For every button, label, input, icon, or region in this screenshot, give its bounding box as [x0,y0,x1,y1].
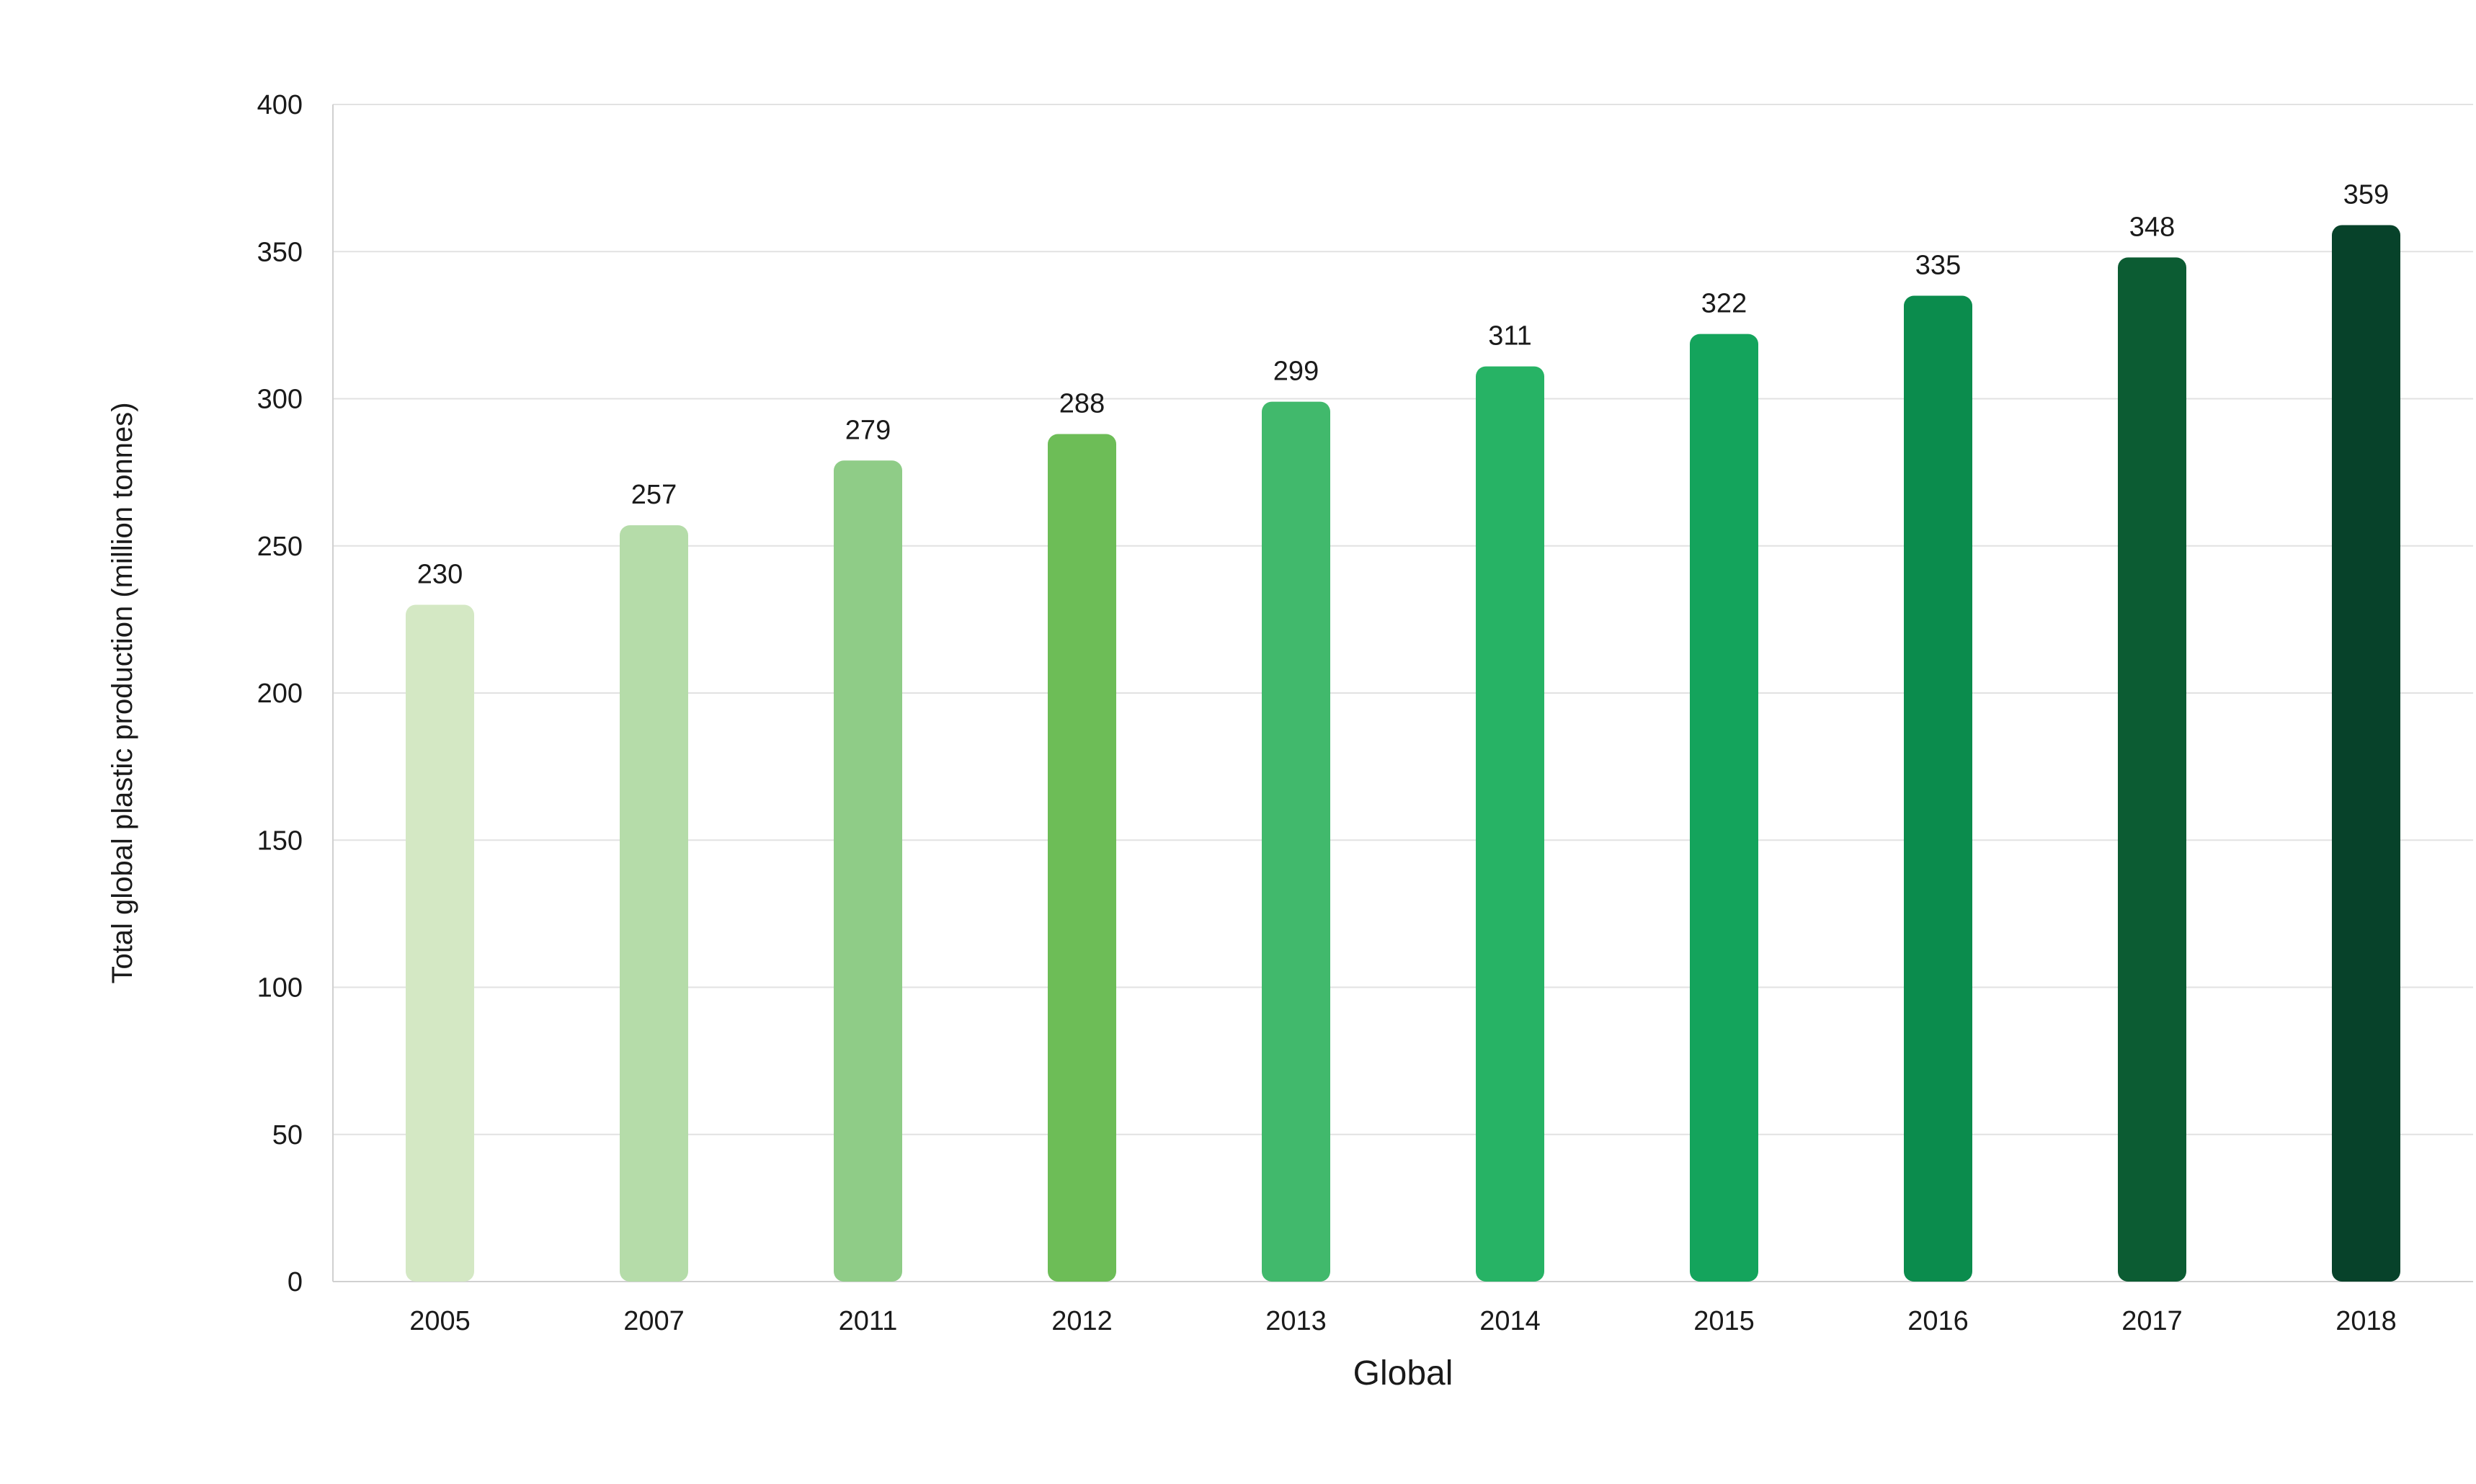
x-tick-label-2011: 2011 [839,1306,898,1336]
y-tick-label: 50 [272,1120,303,1150]
x-tick-labels: 2005 2007 2011 2012 2013 2014 2015 2016 2017 2018 [409,1306,2397,1336]
y-tick-label: 400 [257,90,303,120]
data-label-2015: 322 [1701,289,1747,319]
bar-2011 [834,460,902,1282]
x-axis-title: Global [1353,1354,1453,1393]
data-label-2011: 279 [845,415,891,445]
data-label-2014: 311 [1488,321,1532,352]
bar-2016 [1904,295,1972,1282]
data-label-2016: 335 [1915,251,1961,281]
x-tick-label-2014: 2014 [1479,1306,1541,1336]
x-tick-label-2013: 2013 [1265,1306,1327,1336]
bars [406,225,2400,1282]
bar-2013 [1262,401,1330,1282]
bar-2017 [2118,257,2186,1282]
y-tick-label: 350 [257,237,303,267]
data-label-2007: 257 [631,480,677,510]
y-tick-label: 200 [257,679,303,709]
data-label-2012: 288 [1059,389,1105,419]
y-tick-label: 100 [257,973,303,1004]
data-labels: 230 257 279 288 299 311 322 335 348 359 [417,179,2389,589]
x-tick-label-2015: 2015 [1693,1306,1755,1336]
data-label-2018: 359 [2343,179,2389,210]
x-tick-label-2016: 2016 [1907,1306,1969,1336]
data-label-2013: 299 [1273,357,1319,387]
bar-2012 [1048,434,1116,1282]
y-tick-label: 300 [257,385,303,415]
bar-2014 [1476,366,1544,1282]
gridlines [333,104,2473,1135]
bar-2005 [406,604,474,1282]
data-label-2005: 230 [417,559,463,589]
y-tick-label: 0 [288,1267,303,1297]
y-tick-labels: 0 50 100 150 200 250 300 350 400 [257,90,303,1297]
bar-2018 [2332,225,2400,1282]
x-tick-label-2018: 2018 [2335,1306,2397,1336]
x-tick-label-2007: 2007 [623,1306,685,1336]
bar-2007 [620,525,688,1282]
x-tick-label-2017: 2017 [2121,1306,2183,1336]
x-tick-label-2012: 2012 [1051,1306,1113,1336]
x-tick-label-2005: 2005 [409,1306,471,1336]
bar-2015 [1690,334,1758,1282]
y-tick-label: 150 [257,826,303,856]
axes [332,104,2473,1282]
y-axis-title: Total global plastic production (million… [107,402,138,983]
y-tick-label: 250 [257,532,303,562]
data-label-2017: 348 [2129,212,2175,242]
